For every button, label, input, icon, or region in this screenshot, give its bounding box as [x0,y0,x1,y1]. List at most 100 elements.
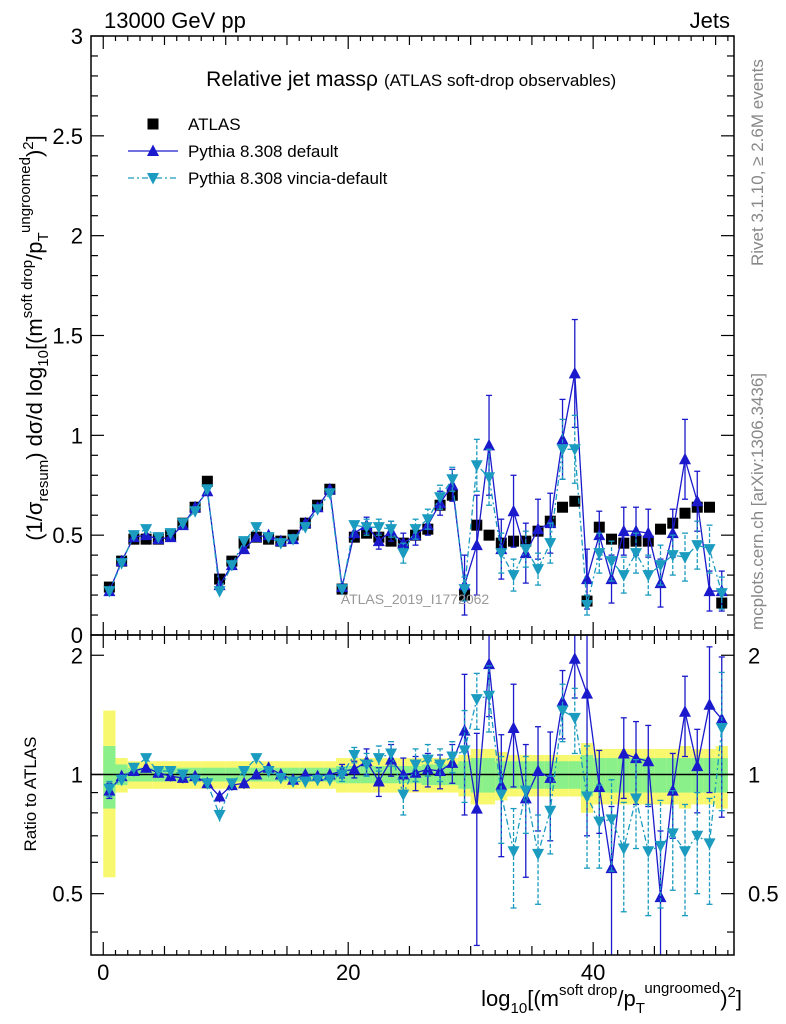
ratio-vincia-point [544,805,557,818]
main-atlas-point [655,523,667,535]
ratio-default-point [617,746,630,759]
ratio-default-point [250,767,263,780]
ratio-vincia-point [617,843,630,856]
ratio-vincia-point [176,769,189,781]
main-vincia-point [483,472,496,484]
tick-label: 0.5 [52,882,83,907]
main-atlas-point [704,501,716,513]
main-vincia-point [470,460,483,472]
main-vincia-point [262,532,275,544]
tick-label: 0 [97,960,109,985]
ratio-vincia-point [397,789,410,801]
ratio-vincia-point [691,830,704,843]
main-vincia-point [666,550,679,562]
ratio-vincia-point [630,793,643,805]
main-y-axis-title: (1/σresum) dσ/d log10[(msoft drop/pTungr… [17,135,52,541]
ratio-vincia-point [434,759,447,771]
main-vincia-point [397,548,410,560]
main-default-point [544,516,557,529]
tick-label: 1 [71,423,83,448]
ratio-default-point [691,759,704,772]
ratio-vincia-point [127,762,140,775]
main-default-point [691,494,704,507]
ratio-vincia-point [103,783,116,796]
legend-label-default: Pythia 8.308 default [188,142,339,161]
ratio-vincia-point [666,828,679,840]
main-default-point [642,526,655,539]
ratio-y-axis-title: Ratio to ATLAS [21,737,40,852]
ratio-vincia-point [470,694,483,706]
main-vincia-point [703,544,716,556]
ratio-vincia-point [164,766,177,778]
ratio-vincia-point [360,759,373,771]
ratio-vincia-point [213,809,226,822]
tick-label: 2 [71,643,83,668]
main-vincia-point [507,570,520,582]
main-vincia-point [274,538,287,550]
ratio-vincia-point [654,840,667,853]
ratio-default-point [581,687,594,699]
ratio-vincia-point [519,785,532,798]
main-default-point [507,504,520,517]
main-default-point [532,522,545,535]
ratio-band-inner [605,758,618,793]
main-default-point [617,524,630,537]
main-atlas-point [569,495,581,507]
ratio-panel-series [103,635,728,955]
main-vincia-point [189,506,202,518]
tick-label: 2.5 [52,124,83,149]
main-vincia-point [605,556,618,568]
ratio-default-point [544,771,557,783]
ratio-vincia-point [140,753,153,765]
main-vincia-point [544,538,557,550]
main-vincia-point [127,530,140,542]
main-vincia-point [201,484,214,496]
legend-marker-default [147,144,159,156]
main-vincia-point [238,536,251,548]
main-default-point [568,366,581,379]
main-vincia-point [115,558,128,570]
tick-label: 2 [71,224,83,249]
ratio-vincia-point [556,705,569,718]
tick-label: 0 [71,623,83,648]
rivet-info: Rivet 3.1.10, ≥ 2.6M events [748,59,767,266]
ratio-vincia-point [495,789,508,801]
main-default-point [556,432,569,445]
axis-tick-labels: 00.511.522.530.5 0.51 12 20 20 40 [52,24,778,985]
ratio-default-point [238,776,251,789]
main-vincia-point [299,522,312,534]
main-vincia-point [336,584,349,596]
ratio-default-point [666,784,679,796]
legend: ATLAS Pythia 8.308 default Pythia 8.308 vi… [128,115,388,188]
axis-ticks [91,35,734,955]
main-default-point [483,438,496,451]
chart-title-sub: (ATLAS soft-drop observables) [384,71,616,90]
main-vincia-point [679,552,692,564]
tick-label: 40 [581,960,605,985]
ratio-vincia-point [642,846,655,858]
tick-label: 0.5 [748,882,779,907]
ratio-default-point [654,890,667,903]
main-vincia-point [617,570,630,582]
ratio-default-point [495,778,508,791]
ratio-vincia-point [274,772,287,785]
main-vincia-point [152,532,165,544]
ratio-default-point [642,754,655,767]
ratio-vincia-point [605,814,618,826]
ratio-vincia-point [446,751,459,764]
ratio-vincia-point [299,776,312,788]
main-vincia-point [593,548,606,560]
ratio-vincia-point [715,723,728,735]
ratio-vincia-point [568,712,581,725]
main-vincia-point [311,504,324,516]
main-vincia-point [385,524,398,536]
main-vincia-point [409,524,422,536]
ratio-vincia-point [201,778,214,790]
main-vincia-point [458,584,471,596]
ratio-vincia-point [409,759,422,771]
ratio-default-point [470,802,483,814]
ratio-default-point [703,698,716,710]
main-vincia-point [519,544,532,556]
ratio-vincia-point [421,754,434,767]
main-vincia-point [495,548,508,560]
